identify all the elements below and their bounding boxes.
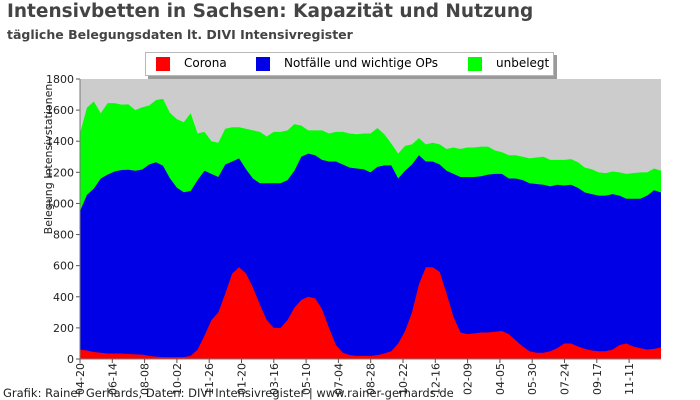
x-tick-label-6: 03-16 <box>268 363 281 395</box>
legend-swatch-unbelegt <box>468 57 482 71</box>
x-tick-label-14: 05-30 <box>526 363 539 395</box>
x-tick-label-2: 08-08 <box>139 363 152 395</box>
chart-subtitle: tägliche Belegungsdaten lt. DIVI Intensi… <box>7 27 353 42</box>
y-tick-label-800: 800 <box>53 229 74 242</box>
y-tick-label-1400: 1400 <box>46 135 74 148</box>
y-axis-title: Belegung Intensivstationen <box>42 84 55 235</box>
chart-title: Intensivbetten in Sachsen: Kapazität und… <box>7 1 534 22</box>
y-tick-label-0: 0 <box>67 353 74 366</box>
x-tick-label-10: 10-22 <box>397 363 410 395</box>
y-tick-label-1200: 1200 <box>46 166 74 179</box>
legend-swatch-corona <box>156 57 170 71</box>
legend-label-unbelegt: unbelegt <box>496 56 550 70</box>
legend-label-corona: Corona <box>184 56 227 70</box>
legend-swatch-notfaelle <box>256 57 270 71</box>
x-tick-label-5: 01-20 <box>236 363 249 395</box>
legend-label-notfaelle: Notfälle und wichtige OPs <box>284 56 439 70</box>
x-tick-label-13: 04-05 <box>494 363 507 395</box>
x-tick-label-12: 02-09 <box>462 363 475 395</box>
x-tick-label-7: 05-10 <box>300 363 313 395</box>
x-tick-label-8: 07-04 <box>332 363 345 395</box>
y-tick-label-400: 400 <box>53 291 74 304</box>
x-tick-label-0: 04-20 <box>74 363 87 395</box>
x-tick-label-16: 09-17 <box>591 363 604 395</box>
chart-legend: Corona Notfälle und wichtige OPs unbeleg… <box>145 52 554 76</box>
x-tick-label-9: 08-28 <box>365 363 378 395</box>
x-tick-label-11: 12-16 <box>429 363 442 395</box>
x-tick-label-4: 11-26 <box>203 363 216 395</box>
y-tick-label-200: 200 <box>53 322 74 335</box>
x-tick-label-3: 10-02 <box>171 363 184 395</box>
y-tick-label-1600: 1600 <box>46 104 74 117</box>
x-tick-label-1: 06-14 <box>106 363 119 395</box>
y-tick-label-1800: 1800 <box>46 73 74 86</box>
x-tick-label-15: 07-24 <box>559 363 572 395</box>
footer-credit: Grafik: Rainer Gerhards, Daten: DIVI Int… <box>3 386 454 400</box>
y-tick-label-1000: 1000 <box>46 197 74 210</box>
area-corona <box>80 267 661 359</box>
x-tick-label-17: 11-11 <box>623 363 636 395</box>
y-tick-label-600: 600 <box>53 260 74 273</box>
